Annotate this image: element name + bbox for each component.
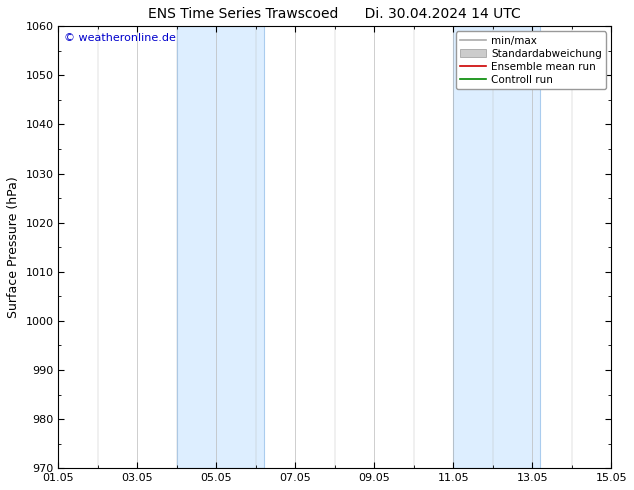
- Text: © weatheronline.de: © weatheronline.de: [64, 33, 176, 43]
- Y-axis label: Surface Pressure (hPa): Surface Pressure (hPa): [7, 176, 20, 318]
- Bar: [453, 26, 540, 468]
- Legend: min/max, Standardabweichung, Ensemble mean run, Controll run: min/max, Standardabweichung, Ensemble me…: [456, 31, 606, 89]
- Title: ENS Time Series Trawscoed      Di. 30.04.2024 14 UTC: ENS Time Series Trawscoed Di. 30.04.2024…: [148, 7, 521, 21]
- Bar: [177, 26, 264, 468]
